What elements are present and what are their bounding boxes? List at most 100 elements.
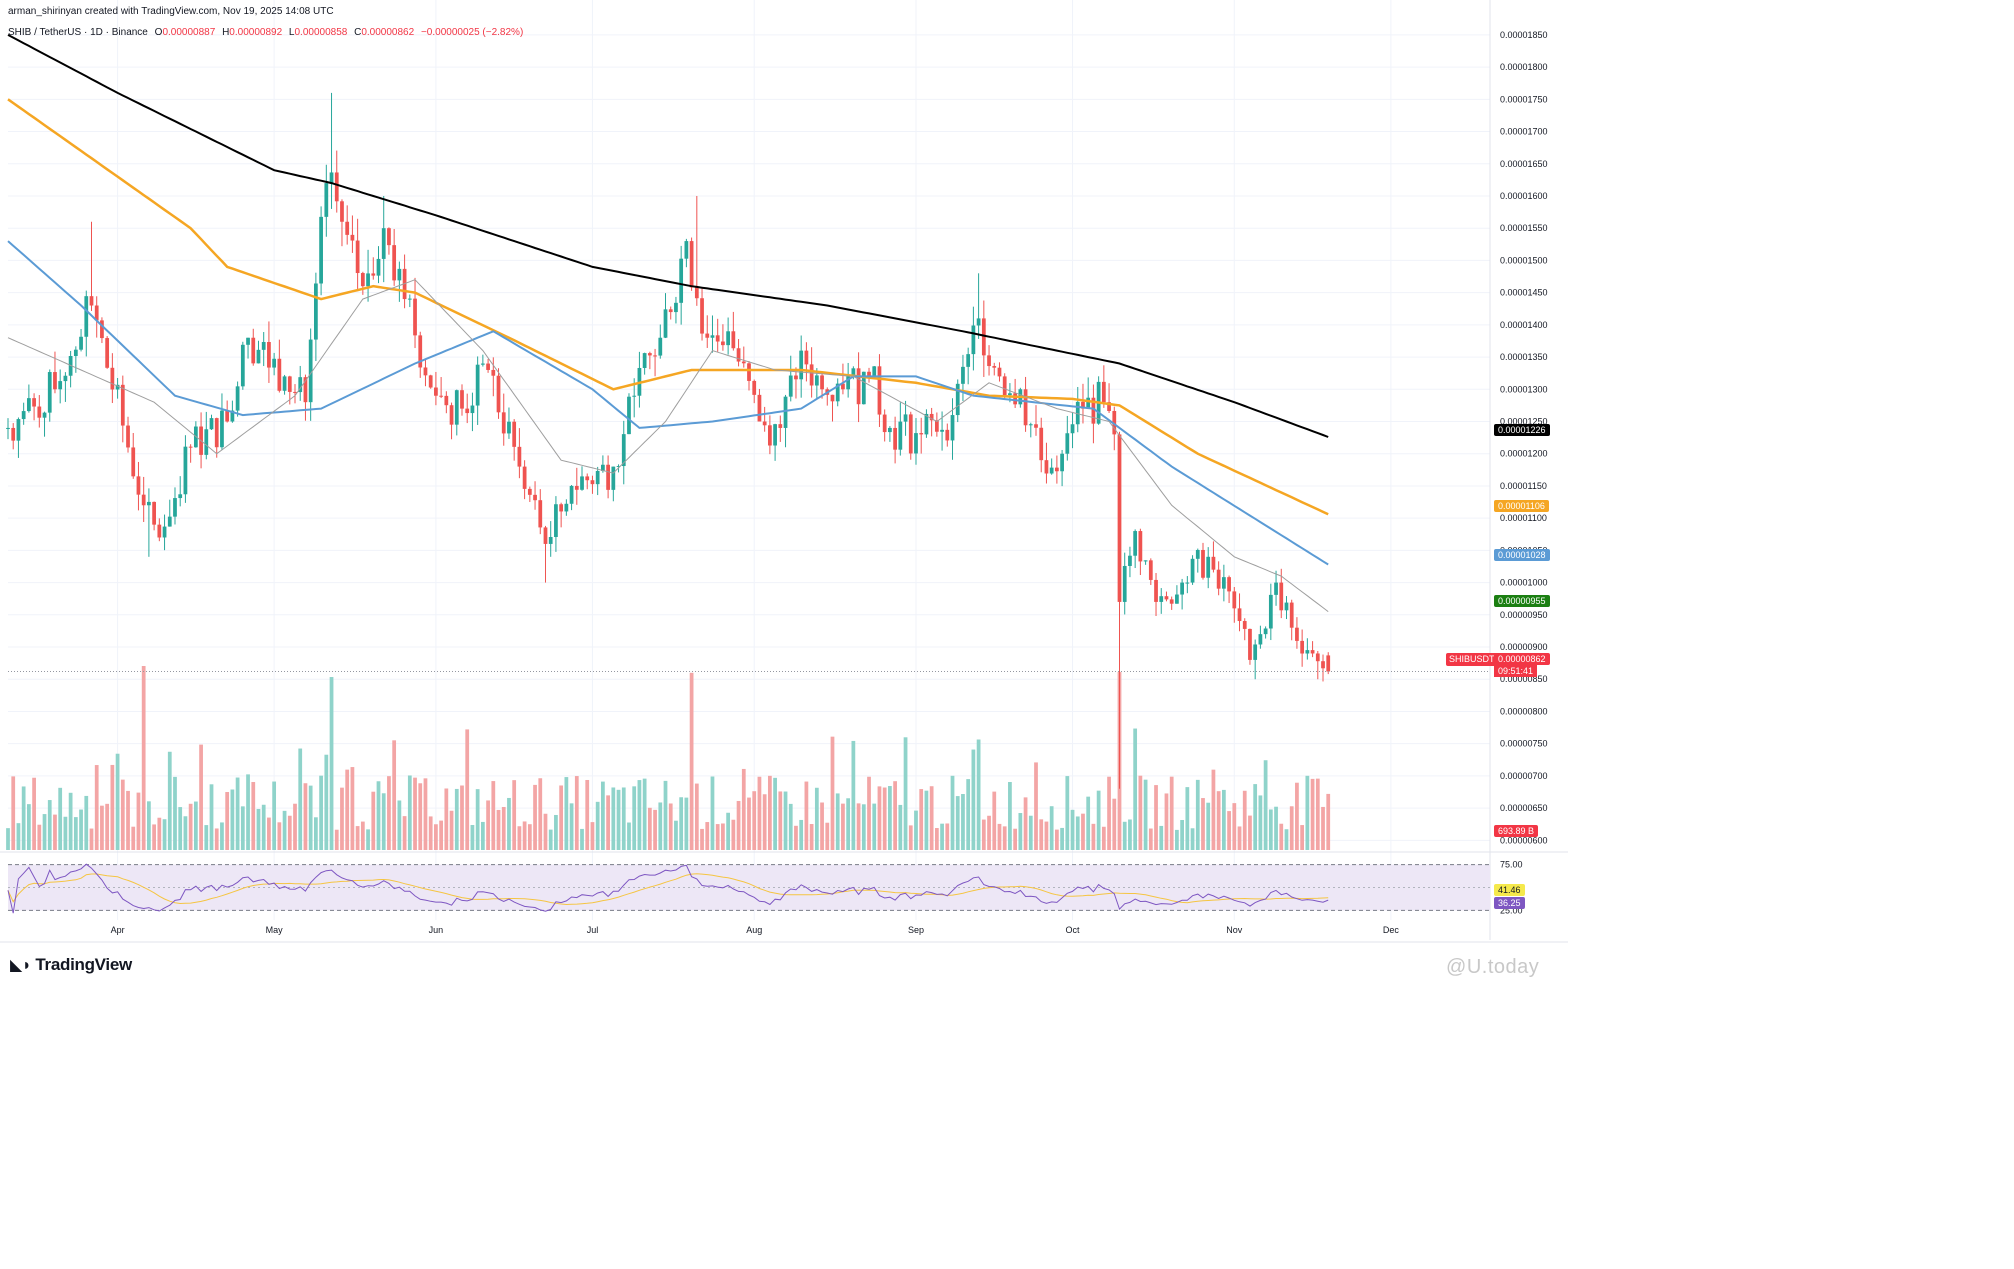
volume-bar [705,822,710,850]
candle-body [204,429,209,455]
volume-bar [303,783,308,850]
volume-bar [1107,776,1111,850]
volume-bar [1159,825,1164,850]
volume-bar [585,779,590,850]
candle-body [590,480,595,485]
volume-bar [778,791,783,850]
symbol-title[interactable]: SHIB / TetherUS · 1D · Binance [8,27,148,38]
price-tick-label: 0.00001700 [1500,127,1548,137]
tradingview-logo[interactable]: ◣◗ TradingView [10,955,132,974]
candle-body [439,395,443,397]
candle-body [240,344,245,387]
volume-bar [267,817,271,850]
candle-body [16,419,21,441]
candle-body [955,383,960,416]
volume-bar [434,824,438,850]
volume-bar [736,800,741,850]
candle-body [872,366,877,377]
volume-bar [533,784,537,850]
volume-bar [428,816,433,850]
candle-body [580,476,584,490]
candle-body [256,349,261,364]
volume-bar [1138,775,1143,850]
candle-body [835,383,840,402]
volume-bar [308,785,313,850]
candle-body [741,361,746,364]
volume-bar [663,780,668,850]
candle-body [444,395,449,406]
candle-body [893,427,897,450]
volume-bar [700,828,704,850]
candle-body [538,500,543,528]
candle-body [94,305,99,321]
candle-body [1023,389,1028,426]
candle-body [736,348,741,362]
volume-bar [569,803,574,850]
candle-body [220,410,224,448]
volume-bar [1300,825,1305,850]
candle-body [1206,556,1211,578]
price-tick-label: 0.00001750 [1500,94,1548,104]
rsi-tick-label: 25.00 [1500,905,1523,915]
low-value: 0.00000858 [294,27,348,38]
candle-body [919,433,924,435]
volume-bar [653,809,657,850]
volume-bar [601,781,605,850]
volume-bar [439,820,443,850]
volume-bar [1101,826,1106,850]
candle-body [230,410,235,422]
volume-bar [261,804,266,850]
volume-bar [418,783,423,850]
time-axis[interactable]: Apr May Jun Jul Aug Sep Oct Nov Dec [111,925,1400,935]
price-tick-label: 0.00001850 [1500,30,1548,40]
candle-body [950,415,955,441]
price-axis[interactable]: 0.00001850 0.00001800 0.00001750 0.00001700… [1500,30,1548,845]
volume-bar [752,791,757,850]
candle-body [543,527,548,544]
ma20-badge: 0.00000955 [1494,595,1550,607]
candle-body [1274,582,1278,595]
time-tick-label: Aug [746,925,762,935]
candle-body [1008,393,1012,396]
candle-body [1169,599,1174,604]
candle-body [611,466,616,490]
volume-bar [841,803,845,850]
volume-bar [1175,829,1179,850]
time-tick-label: Dec [1383,925,1400,935]
candle-body [120,384,125,426]
candle-body [1101,381,1106,403]
volume-bar [251,782,256,850]
candle-body [721,341,725,346]
volume-bar [1081,813,1085,850]
volume-bar [804,781,809,850]
volume-bar [794,825,798,850]
volume-bar [1195,779,1200,850]
volume-bar [6,828,10,850]
volume-bar [1321,806,1325,850]
volume-bar [1034,762,1038,850]
volume-bar [475,789,480,850]
volume-bar [42,814,47,850]
volume-bar [548,829,553,850]
volume-bar [454,788,459,850]
candle-body [235,386,240,411]
candle-body [684,241,689,259]
volume-bar [1169,776,1174,850]
candle-body [851,368,856,377]
volume-bar [167,751,172,850]
volume-bar [976,739,981,850]
candle-body [475,364,480,406]
candle-body [465,408,470,414]
price-tick-label: 0.00000850 [1500,674,1548,684]
volume-bar [1133,728,1138,850]
volume-bar [825,822,830,850]
price-chart[interactable]: 0.00001850 0.00001800 0.00001750 0.00001700… [0,0,1568,988]
candle-body [898,421,903,450]
volume-bar [314,817,318,850]
bar-countdown: 09:51:41 [1494,665,1538,677]
volume-bar [507,797,511,850]
candle-body [1289,602,1294,628]
volume-bar [1128,819,1132,850]
volume-bar [1039,819,1044,850]
volume-bar [1013,828,1018,850]
